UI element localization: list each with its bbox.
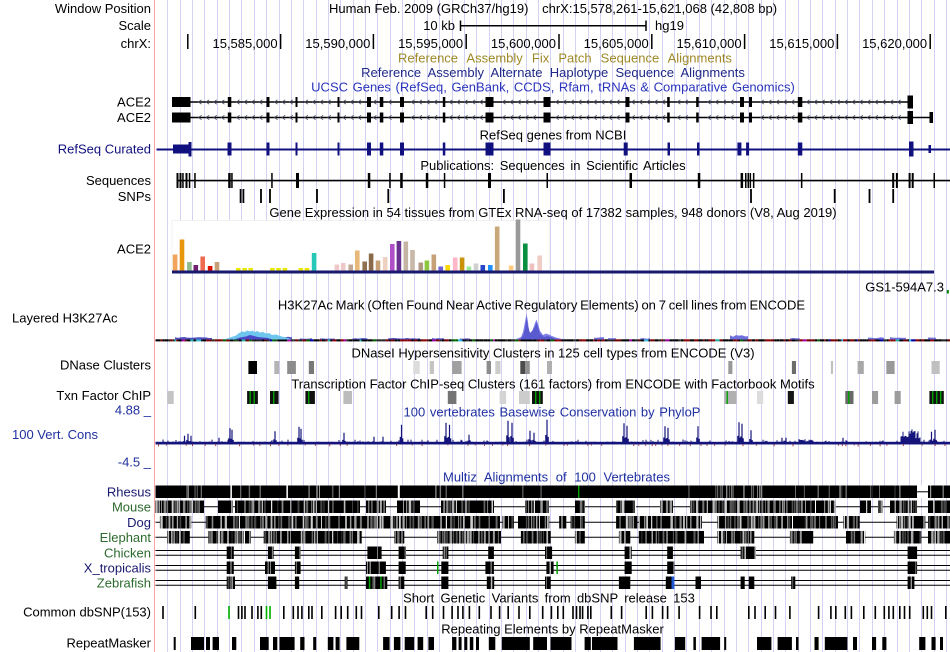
svg-text:15,615,000: 15,615,000 — [769, 36, 834, 51]
svg-text:RefSeq Curated: RefSeq Curated — [58, 142, 151, 157]
svg-text:Gene Expression in 54 tissues: Gene Expression in 54 tissues from GTEx … — [269, 205, 836, 220]
svg-text:4.88 _: 4.88 _ — [115, 403, 152, 418]
svg-text:Reference Assembly Fix Patch S: Reference Assembly Fix Patch Sequence Al… — [398, 51, 732, 66]
svg-text:15,585,000: 15,585,000 — [212, 36, 277, 51]
svg-text:Reference Assembly Alternate H: Reference Assembly Alternate Haplotype S… — [361, 65, 745, 80]
svg-text:Window Position: Window Position — [55, 1, 151, 16]
svg-text:Publications: Sequences in Sci: Publications: Sequences in Scientific Ar… — [420, 158, 686, 173]
svg-text:Mouse: Mouse — [112, 499, 151, 514]
svg-text:100 Vert. Cons: 100 Vert. Cons — [12, 427, 98, 442]
svg-text:Common dbSNP(153): Common dbSNP(153) — [23, 605, 151, 620]
svg-text:Short Genetic Variants from db: Short Genetic Variants from dbSNP releas… — [403, 591, 695, 606]
svg-text:UCSC Genes (RefSeq, GenBank, C: UCSC Genes (RefSeq, GenBank, CCDS, Rfam,… — [311, 80, 795, 95]
svg-text:Elephant: Elephant — [100, 530, 152, 545]
svg-text:GS1-594A7.3: GS1-594A7.3 — [865, 280, 944, 295]
svg-text:Transcription Factor ChIP-seq: Transcription Factor ChIP-seq Clusters (… — [291, 377, 815, 392]
svg-text:hg19: hg19 — [655, 18, 684, 33]
svg-text:DNaseI Hypersensitivity Cluste: DNaseI Hypersensitivity Clusters in 125 … — [351, 346, 754, 361]
svg-text:Txn Factor ChIP: Txn Factor ChIP — [56, 388, 151, 403]
svg-text:Sequences: Sequences — [86, 173, 152, 188]
svg-text:15,590,000: 15,590,000 — [305, 36, 370, 51]
svg-text:SNPs: SNPs — [118, 189, 152, 204]
svg-text:RepeatMasker: RepeatMasker — [66, 636, 151, 651]
svg-text:15,620,000: 15,620,000 — [862, 36, 927, 51]
svg-text:RefSeq genes from NCBI: RefSeq genes from NCBI — [480, 128, 627, 143]
svg-text:ACE2: ACE2 — [117, 242, 151, 257]
svg-text:Rhesus: Rhesus — [107, 484, 152, 499]
svg-text:15,595,000: 15,595,000 — [398, 36, 463, 51]
svg-text:Repeating Elements by RepeatMa: Repeating Elements by RepeatMasker — [441, 622, 664, 637]
svg-text:10 kb: 10 kb — [423, 18, 455, 33]
svg-text:H3K27Ac Mark (Often Found Near: H3K27Ac Mark (Often Found Near Active Re… — [278, 298, 805, 313]
svg-text:Human Feb. 2009 (GRCh37/hg19): Human Feb. 2009 (GRCh37/hg19) chrX:15,57… — [329, 1, 777, 16]
svg-text:Chicken: Chicken — [104, 545, 151, 560]
svg-text:15,610,000: 15,610,000 — [676, 36, 741, 51]
svg-text:15,600,000: 15,600,000 — [491, 36, 556, 51]
svg-text:Dog: Dog — [127, 515, 151, 530]
svg-text:Scale: Scale — [118, 18, 151, 33]
svg-text:X_tropicalis: X_tropicalis — [84, 560, 152, 575]
svg-text:ACE2: ACE2 — [117, 110, 151, 125]
svg-text:Layered H3K27Ac: Layered H3K27Ac — [12, 311, 118, 326]
svg-text:ACE2: ACE2 — [117, 95, 151, 110]
svg-text:Multiz Alignments of 100 Verte: Multiz Alignments of 100 Vertebrates — [443, 470, 671, 485]
svg-text:15,605,000: 15,605,000 — [584, 36, 649, 51]
svg-text:chrX:: chrX: — [121, 36, 151, 51]
svg-text:Zebrafish: Zebrafish — [97, 575, 151, 590]
svg-text:-4.5 _: -4.5 _ — [118, 455, 152, 470]
svg-text:DNase Clusters: DNase Clusters — [60, 358, 152, 373]
svg-text:100 vertebrates Basewise Conse: 100 vertebrates Basewise Conservation by… — [404, 405, 701, 420]
